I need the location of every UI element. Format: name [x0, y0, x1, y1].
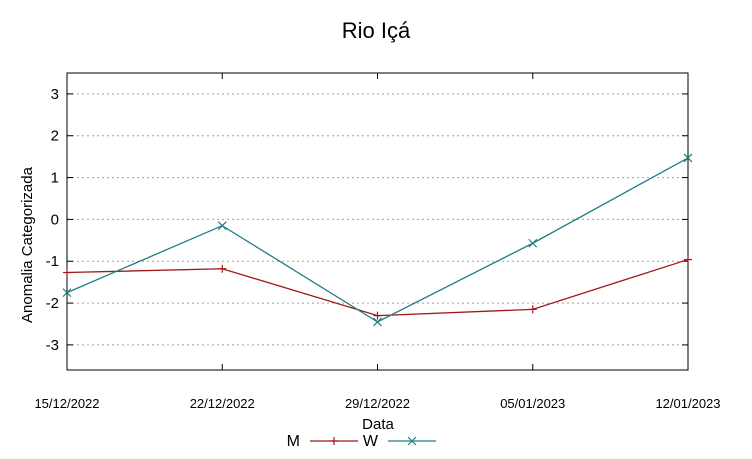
y-tick-label: -1 — [46, 253, 59, 270]
data-point — [683, 153, 693, 163]
series-M — [63, 255, 692, 320]
legend-label: M — [287, 433, 300, 450]
y-tick-label: 3 — [51, 86, 59, 103]
plot-area — [66, 72, 689, 371]
data-point — [373, 311, 382, 320]
y-tick-label: 1 — [51, 170, 59, 187]
legend-item-W: W — [363, 433, 436, 450]
y-axis-label: Anomalia Categorizada — [19, 166, 36, 323]
y-tick-label: -3 — [46, 337, 59, 354]
data-point — [62, 288, 72, 298]
data-point — [528, 238, 538, 248]
y-tick-label: 0 — [51, 211, 59, 228]
legend-item-M: M — [287, 433, 358, 450]
x-axis-ticks: 15/12/2022 22/12/2022 29/12/2022 05/01/2023… — [34, 73, 721, 411]
series — [62, 153, 693, 327]
data-point — [407, 436, 417, 446]
x-tick-label: 22/12/2022 — [190, 396, 255, 411]
y-tick-label: 2 — [51, 128, 59, 145]
y-tick-label: -2 — [46, 295, 59, 312]
chart-title: Rio Içá — [342, 18, 411, 43]
series-line — [66, 157, 689, 323]
data-point — [528, 305, 537, 314]
data-point — [330, 437, 338, 445]
legend-label: W — [363, 433, 379, 450]
data-point — [684, 255, 692, 264]
data-point — [217, 221, 227, 231]
x-tick-label: 29/12/2022 — [345, 396, 410, 411]
data-point — [373, 317, 382, 327]
x-axis-label: Data — [362, 416, 394, 433]
x-tick-label: 12/01/2023 — [655, 396, 720, 411]
grid-lines — [67, 93, 688, 346]
y-axis-ticks: -3 -2 -1 0 1 2 3 — [46, 86, 688, 354]
x-tick-label: 05/01/2023 — [500, 396, 565, 411]
series-line — [66, 258, 689, 317]
data-point — [218, 264, 227, 273]
x-tick-label: 15/12/2022 — [34, 396, 99, 411]
data-point — [63, 268, 71, 277]
series-W — [62, 153, 693, 327]
